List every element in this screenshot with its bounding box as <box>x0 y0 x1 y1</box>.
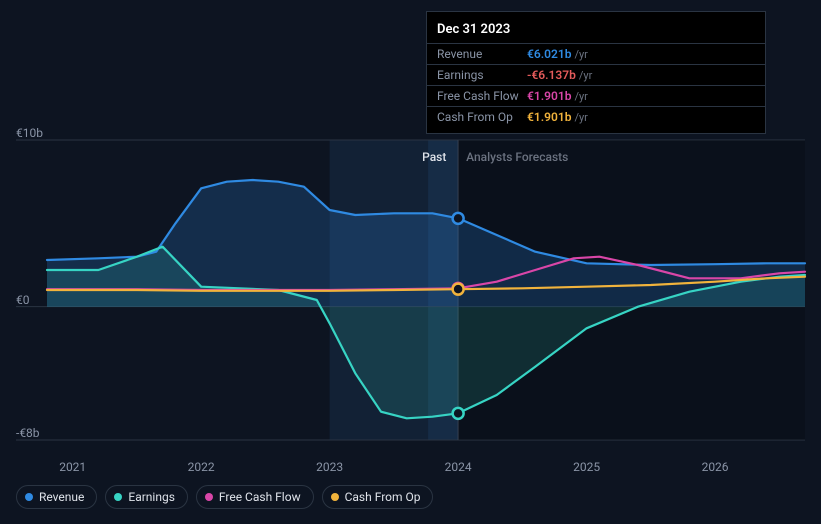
legend-dot <box>25 493 33 501</box>
tooltip-row: Earnings-€6.137b/yr <box>427 64 765 85</box>
tooltip-row: Free Cash Flow€1.901b/yr <box>427 85 765 106</box>
y-axis-label: €0 <box>16 293 30 307</box>
tooltip-row: Revenue€6.021b/yr <box>427 43 765 64</box>
x-axis-label: 2025 <box>573 460 600 474</box>
tooltip-row-value: €1.901b <box>527 89 571 103</box>
tooltip-row-unit: /yr <box>574 111 587 124</box>
y-axis-label: €10b <box>16 126 43 140</box>
legend-item-earnings[interactable]: Earnings <box>105 485 188 509</box>
chart-tooltip: Dec 31 2023 Revenue€6.021b/yrEarnings-€6… <box>426 11 766 134</box>
legend-item-revenue[interactable]: Revenue <box>16 485 97 509</box>
tooltip-row-unit: /yr <box>574 48 587 61</box>
legend-item-cfo[interactable]: Cash From Op <box>322 485 434 509</box>
legend-dot <box>114 493 122 501</box>
legend-item-fcf[interactable]: Free Cash Flow <box>196 485 314 509</box>
tooltip-row-unit: /yr <box>579 69 592 82</box>
tooltip-row-label: Earnings <box>437 68 527 82</box>
legend-label: Earnings <box>128 490 175 504</box>
legend-label: Free Cash Flow <box>219 490 301 504</box>
tooltip-row-unit: /yr <box>574 90 587 103</box>
x-axis-label: 2021 <box>59 460 86 474</box>
tooltip-row-value: €6.021b <box>527 47 571 61</box>
legend-label: Revenue <box>39 490 84 504</box>
tooltip-rows: Revenue€6.021b/yrEarnings-€6.137b/yrFree… <box>427 43 765 127</box>
tooltip-date: Dec 31 2023 <box>427 18 765 43</box>
tooltip-row-label: Free Cash Flow <box>437 89 527 103</box>
tooltip-row-label: Revenue <box>437 47 527 61</box>
section-label-forecast: Analysts Forecasts <box>466 150 568 164</box>
tooltip-row: Cash From Op€1.901b/yr <box>427 106 765 127</box>
x-axis-label: 2024 <box>445 460 472 474</box>
legend-dot <box>331 493 339 501</box>
legend-label: Cash From Op <box>345 490 421 504</box>
y-axis-label: -€8b <box>16 426 40 440</box>
section-label-past: Past <box>422 150 446 164</box>
tooltip-row-value: -€6.137b <box>527 68 576 82</box>
tooltip-row-value: €1.901b <box>527 110 571 124</box>
tooltip-row-label: Cash From Op <box>437 110 527 124</box>
legend-dot <box>205 493 213 501</box>
chart-legend: Revenue Earnings Free Cash Flow Cash From O… <box>16 485 433 509</box>
x-axis-label: 2022 <box>188 460 215 474</box>
x-axis-label: 2023 <box>316 460 343 474</box>
x-axis-label: 2026 <box>702 460 729 474</box>
